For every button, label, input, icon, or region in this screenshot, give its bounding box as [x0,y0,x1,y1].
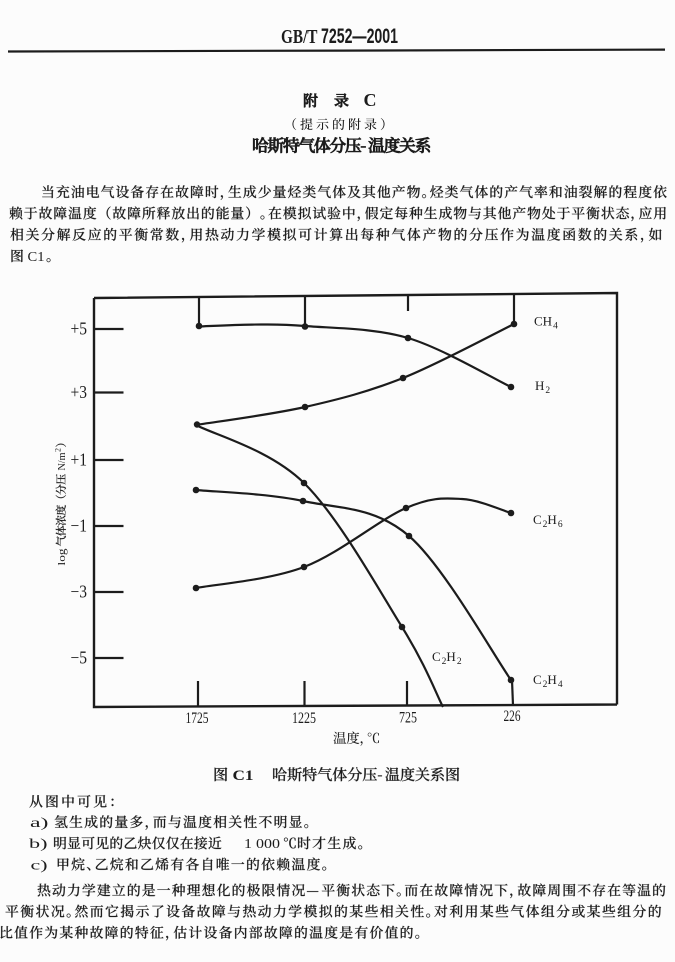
svg-text:C2H2: C2H2 [432,649,462,667]
svg-text:c): c) [31,857,48,872]
svg-text:log: log [56,548,68,566]
svg-text:C1: C1 [233,768,254,784]
svg-text:−3: −3 [71,581,88,601]
svg-text:CH4: CH4 [534,314,558,332]
svg-text:+3: +3 [71,382,88,402]
svg-text:1725: 1725 [186,710,209,727]
svg-text:b): b) [29,836,48,851]
svg-text:H2: H2 [535,378,550,396]
svg-text:−1: −1 [71,515,88,535]
svg-text:226: 226 [504,708,521,725]
svg-text:C2H6: C2H6 [533,512,563,530]
svg-text:C2H4: C2H4 [533,672,563,690]
svg-text:1225: 1225 [292,710,316,727]
svg-text:+1: +1 [71,449,88,469]
svg-text:−5: −5 [71,647,88,667]
svg-text:N/m: N/m [56,452,68,470]
svg-text:7252—2001: 7252—2001 [321,25,398,48]
svg-text:GB/T: GB/T [281,27,318,48]
svg-text:2: 2 [54,448,63,452]
svg-text:C: C [364,90,377,110]
svg-text:1 000: 1 000 [244,836,280,851]
svg-text:a): a) [30,815,49,830]
svg-text:+5: +5 [71,318,88,338]
svg-text:C1: C1 [28,249,45,264]
svg-text:725: 725 [399,710,417,727]
